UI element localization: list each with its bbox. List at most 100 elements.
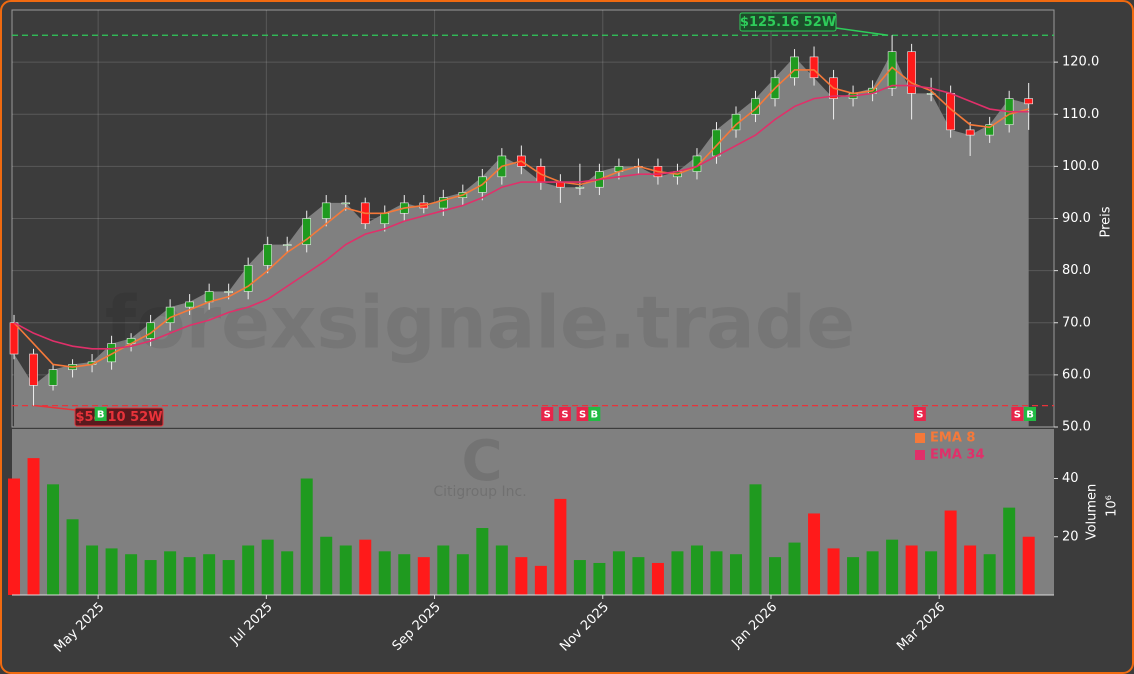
y-tick-label: 100.0 bbox=[1062, 159, 1099, 174]
symbol-watermark: C bbox=[461, 429, 502, 494]
y-tick-label: 40 bbox=[1062, 471, 1079, 486]
signal-marker bbox=[576, 407, 589, 421]
volume-bar bbox=[651, 562, 664, 595]
legend-label: EMA 8 bbox=[930, 431, 975, 446]
signal-label: S bbox=[1014, 410, 1021, 421]
volume-bar bbox=[632, 557, 645, 595]
volume-bar bbox=[437, 545, 450, 595]
y-tick-label: 80.0 bbox=[1062, 263, 1091, 278]
candle-body bbox=[224, 291, 233, 293]
candle-body bbox=[48, 369, 58, 386]
y-tick-label: 90.0 bbox=[1062, 211, 1091, 226]
candle-body bbox=[439, 197, 448, 209]
y-tick-label: 50.0 bbox=[1062, 420, 1091, 435]
volume-bar bbox=[769, 557, 782, 595]
volume-bar bbox=[203, 554, 216, 595]
signal-marker bbox=[913, 407, 926, 421]
signal-marker bbox=[588, 407, 601, 421]
legend-label: EMA 34 bbox=[930, 448, 985, 463]
candle-body bbox=[1024, 98, 1033, 105]
signal-marker bbox=[1024, 407, 1037, 421]
annotation-low: $54.10 52W bbox=[75, 410, 162, 425]
candle-body bbox=[302, 218, 312, 245]
volume-bar bbox=[515, 557, 528, 595]
volume-bar bbox=[983, 554, 996, 595]
annotation-high: $125.16 52W bbox=[740, 15, 836, 30]
volume-bar bbox=[554, 498, 567, 595]
y-tick-label: 70.0 bbox=[1062, 315, 1091, 330]
candle-body bbox=[165, 306, 175, 324]
signal-marker bbox=[94, 407, 107, 421]
signal-label: S bbox=[561, 410, 568, 421]
volume-bar bbox=[456, 554, 469, 595]
volume-bar bbox=[281, 551, 294, 595]
volume-bar bbox=[808, 513, 821, 595]
volume-axis-label: Volumen bbox=[1085, 484, 1100, 541]
candle-body bbox=[575, 186, 585, 189]
annotation-box bbox=[739, 12, 837, 32]
volume-bar bbox=[690, 545, 703, 595]
volume-bar bbox=[729, 554, 742, 595]
candle-body bbox=[9, 322, 19, 355]
volume-bar bbox=[866, 551, 879, 595]
candle-body bbox=[321, 202, 331, 219]
candle-body bbox=[243, 265, 253, 292]
signal-marker bbox=[558, 407, 571, 421]
volume-bar bbox=[534, 565, 547, 595]
volume-bar bbox=[398, 554, 411, 595]
volume-bar bbox=[261, 539, 274, 595]
signal-marker bbox=[541, 407, 554, 421]
volume-bar bbox=[8, 478, 21, 595]
volume-scale-label: 10⁶ bbox=[1105, 495, 1120, 517]
signal-label: B bbox=[97, 410, 105, 421]
volume-bar bbox=[47, 484, 60, 595]
volume-bar bbox=[573, 560, 586, 595]
candle-body bbox=[965, 129, 975, 136]
candle-body bbox=[985, 124, 994, 136]
candle-body bbox=[29, 353, 38, 386]
candle-body bbox=[751, 98, 760, 115]
candle-body bbox=[263, 244, 272, 266]
candle-body bbox=[341, 202, 351, 205]
volume-bar bbox=[378, 551, 391, 595]
legend-swatch bbox=[915, 433, 925, 443]
signal-label: S bbox=[916, 410, 923, 421]
volume-bar bbox=[612, 551, 625, 595]
volume-bar bbox=[339, 545, 352, 595]
volume-bar bbox=[66, 519, 79, 595]
volume-bar bbox=[144, 560, 157, 595]
volume-bar bbox=[847, 557, 860, 595]
volume-bar bbox=[242, 545, 255, 595]
volume-bar bbox=[495, 545, 508, 595]
y-axis-label: Preis bbox=[1099, 206, 1114, 237]
y-tick-label: 110.0 bbox=[1062, 107, 1099, 122]
y-tick-label: 120.0 bbox=[1062, 55, 1099, 70]
signal-label: B bbox=[1026, 410, 1034, 421]
volume-bar bbox=[905, 545, 918, 595]
volume-bar bbox=[164, 551, 177, 595]
volume-bar bbox=[320, 536, 333, 595]
volume-bar bbox=[671, 551, 684, 595]
volume-bar bbox=[476, 528, 489, 595]
volume-bar bbox=[925, 551, 938, 595]
volume-bar bbox=[125, 554, 138, 595]
volume-bar bbox=[105, 548, 118, 595]
volume-bar bbox=[300, 478, 313, 595]
legend-swatch bbox=[915, 450, 925, 460]
watermark: forexsignale.trade bbox=[105, 281, 855, 365]
candle-body bbox=[809, 56, 819, 79]
volume-bar bbox=[710, 551, 723, 595]
signal-label: S bbox=[544, 410, 551, 421]
volume-bar bbox=[593, 562, 606, 595]
volume-bar bbox=[964, 545, 977, 595]
ema-line bbox=[13, 66, 1029, 368]
volume-bar bbox=[749, 484, 762, 595]
volume-bar bbox=[359, 539, 372, 595]
candle-body bbox=[790, 56, 799, 79]
volume-bar bbox=[827, 548, 840, 595]
candle-body bbox=[380, 212, 390, 225]
volume-bar bbox=[886, 539, 899, 595]
y-tick-label: 20 bbox=[1062, 529, 1079, 544]
annotation-arrow bbox=[835, 27, 889, 36]
